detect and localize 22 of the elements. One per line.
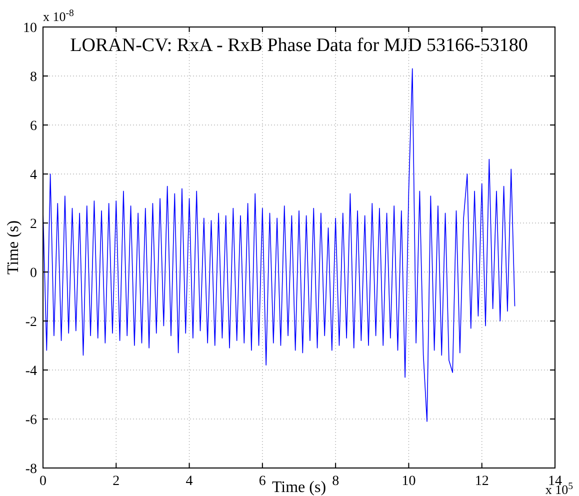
y-tick-label: -8 — [25, 462, 37, 477]
text: x 10$^{-8}$ — [43, 8, 74, 24]
x-tick-label: 10 — [402, 474, 416, 489]
x-tick-label: 8 — [332, 474, 340, 489]
y-axis-title: Time (s) — [5, 220, 22, 275]
x-tick-label: 6 — [258, 474, 266, 489]
y-tick-label: 8 — [30, 70, 37, 85]
x-axis-title: Time (s) — [272, 479, 326, 496]
x-tick-label: 2 — [112, 474, 120, 489]
x-tick-label: 12 — [474, 474, 489, 489]
y-tick-label: 10 — [23, 21, 37, 36]
chart-title: LORAN-CV: RxA - RxB Phase Data for MJD 53166-53180 — [70, 35, 528, 56]
y-tick-label: 0 — [30, 266, 37, 281]
y-tick-label: 2 — [30, 217, 37, 232]
y-tick-label: -6 — [25, 413, 37, 428]
y-tick-label: -4 — [25, 364, 37, 379]
line-series — [43, 68, 516, 422]
x-tick-label: 0 — [40, 474, 46, 489]
y-tick-label: 4 — [30, 168, 37, 183]
x-tick-label: 4 — [186, 474, 193, 489]
y-tick-label: 6 — [30, 119, 37, 134]
y-tick-label: -2 — [25, 315, 37, 330]
